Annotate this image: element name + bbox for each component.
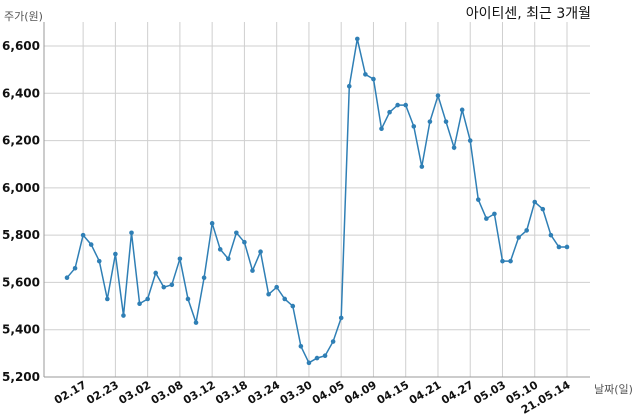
data-point (338, 315, 344, 321)
data-point (290, 303, 296, 309)
price-series-line (66, 38, 567, 364)
data-point (105, 296, 110, 302)
data-point (459, 107, 465, 113)
data-point (556, 244, 562, 250)
x-axis-label: 날짜(일) (594, 382, 633, 396)
data-point (153, 270, 159, 276)
data-point (185, 296, 191, 302)
data-point (395, 102, 400, 108)
x-tick-label: 02.17 (52, 378, 89, 407)
x-tick-label: 05.03 (471, 378, 508, 407)
data-point (266, 291, 271, 297)
data-point (500, 258, 505, 264)
data-point (258, 249, 263, 254)
data-point (524, 228, 529, 233)
y-tick-label: 5,200 (2, 370, 40, 384)
data-point (508, 258, 513, 264)
data-point (209, 221, 215, 226)
data-point (419, 164, 425, 169)
series (64, 36, 570, 366)
data-point (451, 145, 457, 150)
data-point (88, 242, 94, 247)
data-point (121, 313, 126, 318)
grid-lines (44, 22, 590, 378)
data-point (379, 126, 384, 132)
y-tick-label: 5,800 (2, 228, 40, 242)
data-point (532, 199, 538, 205)
data-point (363, 72, 368, 77)
data-point (564, 244, 570, 250)
data-point (306, 360, 312, 366)
data-point (225, 256, 231, 262)
data-point (330, 339, 336, 344)
x-tick-label: 04.05 (310, 378, 347, 407)
data-point (177, 256, 183, 262)
x-tick-label: 03.30 (278, 378, 315, 407)
data-point (355, 36, 360, 42)
x-tick-label: 03.08 (149, 378, 186, 407)
data-point (64, 275, 70, 281)
data-point (193, 320, 199, 325)
x-tick-label: 04.09 (342, 378, 379, 407)
data-point (250, 268, 255, 273)
data-point (145, 296, 150, 302)
data-point (443, 119, 449, 124)
y-tick-label: 6,000 (2, 181, 40, 195)
data-point (314, 355, 320, 361)
data-point (322, 353, 328, 359)
x-tick-label: 03.24 (246, 378, 283, 407)
data-point (72, 265, 78, 271)
data-point (129, 230, 134, 236)
data-point (484, 216, 489, 221)
data-point (96, 258, 102, 264)
data-point (169, 282, 175, 288)
data-point (274, 284, 279, 290)
data-point (411, 124, 417, 129)
y-tick-label: 6,600 (2, 39, 40, 53)
data-point (242, 239, 247, 245)
y-axis-label: 주가(원) (4, 10, 43, 23)
data-point (435, 93, 441, 98)
data-point (467, 138, 473, 143)
data-point (137, 301, 142, 307)
x-tick-label: 02.23 (84, 378, 121, 407)
data-point (282, 296, 288, 302)
data-point (298, 343, 304, 349)
x-tick-label: 03.12 (181, 378, 218, 407)
x-tick-label: 04.15 (375, 378, 412, 407)
data-point (548, 232, 554, 238)
y-tick-label: 6,200 (2, 134, 40, 148)
y-tick-label: 5,600 (2, 275, 40, 289)
x-tick-labels: 02.1702.2303.0203.0803.1203.1803.2403.30… (52, 378, 573, 417)
data-point (234, 230, 239, 236)
data-point (475, 197, 481, 202)
data-point (427, 119, 433, 124)
data-point (113, 251, 118, 257)
x-tick-label: 03.18 (213, 378, 250, 407)
y-tick-label: 5,400 (2, 323, 40, 337)
y-tick-label: 6,400 (2, 86, 40, 100)
x-tick-label: 04.27 (439, 378, 476, 407)
data-point (492, 211, 497, 217)
y-tick-labels: 5,200 5,400 5,600 5,800 6,000 6,200 6,400 6,600 (2, 39, 40, 384)
axes (43, 22, 590, 378)
data-point (371, 76, 376, 82)
data-point (403, 102, 409, 108)
data-point (387, 109, 392, 115)
data-point (217, 247, 223, 252)
x-tick-label: 04.21 (407, 378, 444, 407)
data-point (346, 83, 352, 89)
chart-title: 아이티센, 최근 3개월 (466, 6, 591, 22)
data-point (201, 275, 207, 281)
x-tick-label: 03.02 (117, 378, 154, 407)
data-point (161, 284, 167, 290)
data-point (80, 232, 86, 238)
data-point (516, 235, 521, 240)
data-point (540, 206, 546, 212)
